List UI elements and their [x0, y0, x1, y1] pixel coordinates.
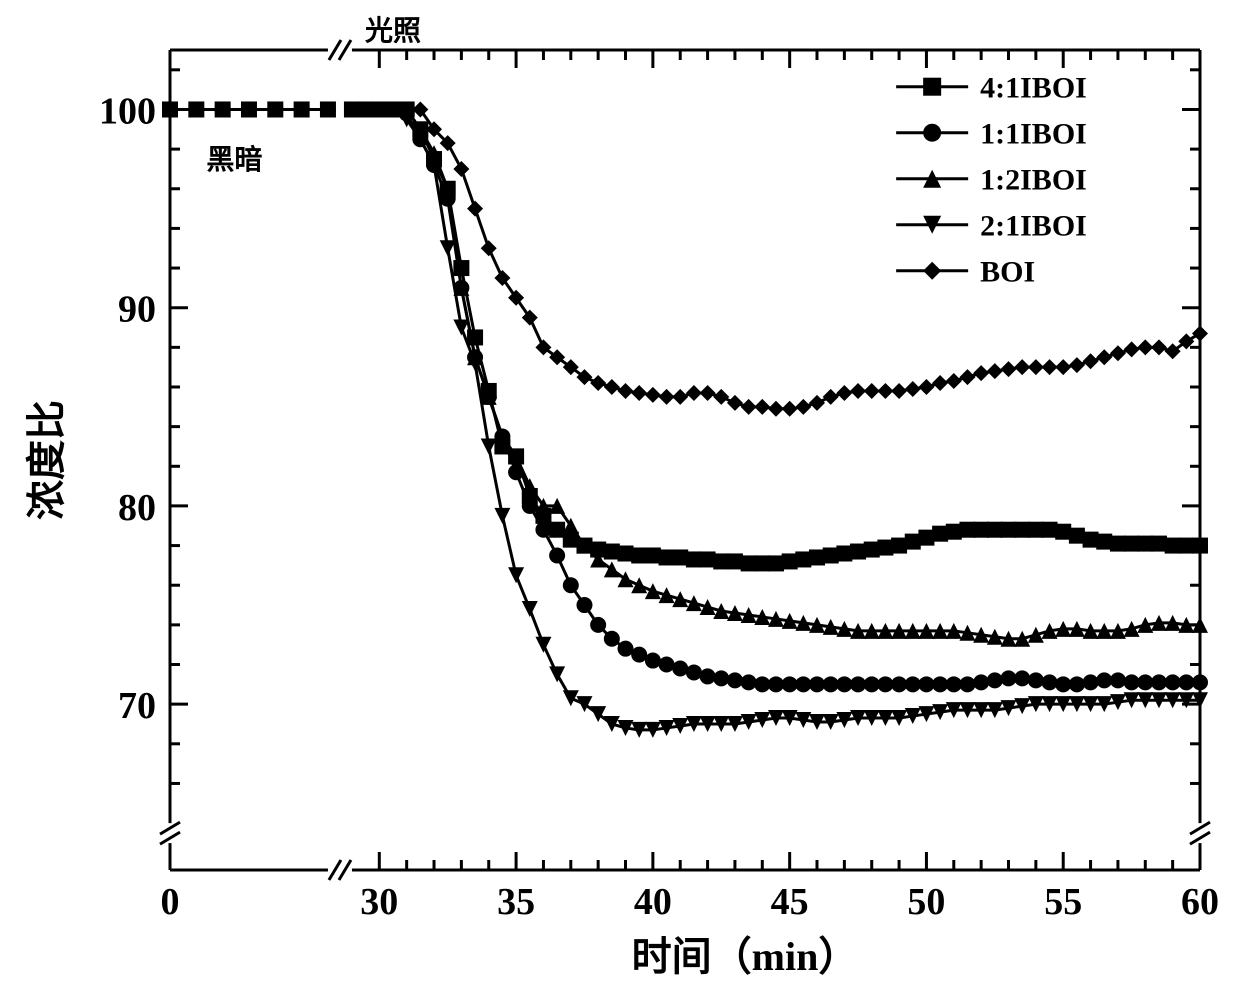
legend-label-3: 2:1IBOI	[980, 210, 1087, 243]
x-tick-label: 35	[497, 881, 535, 923]
annotation-1: 黑暗	[206, 144, 262, 176]
legend-label-2: 1:2IBOI	[980, 164, 1087, 197]
legend-label-1: 1:1IBOI	[980, 118, 1087, 151]
annotation-0: 光照	[364, 15, 421, 47]
y-tick-label: 70	[118, 685, 156, 727]
legend: 4:1IBOI 1:1IBOI 1:2IBOI 2:1IBOI BOI	[896, 72, 1087, 289]
x-axis-label: 时间（min）	[632, 934, 859, 979]
y-tick-label: 90	[118, 289, 156, 331]
y-tick-label: 100	[99, 90, 156, 132]
chart-root: 0 30 35 40 45 50 55 60 70 80 90 100 时间（min） 浓度比 光照黑暗 4:…	[0, 0, 1240, 994]
x-tick-label: 50	[907, 881, 945, 923]
x-tick-label: 55	[1044, 881, 1082, 923]
chart-svg: 0 30 35 40 45 50 55 60 70 80 90 100 时间（min） 浓度比 光照黑暗 4:…	[0, 0, 1240, 994]
x-tick-label: 60	[1181, 881, 1219, 923]
series-3	[162, 101, 1208, 737]
legend-label-0: 4:1IBOI	[980, 72, 1087, 105]
y-axis-label: 浓度比	[24, 400, 69, 520]
y-tick-label: 80	[118, 487, 156, 529]
x-tick-label: 45	[771, 881, 809, 923]
x-tick-label: 30	[360, 881, 398, 923]
x-tick-label: 0	[161, 881, 180, 923]
legend-label-4: BOI	[980, 256, 1035, 289]
x-tick-label: 40	[634, 881, 672, 923]
